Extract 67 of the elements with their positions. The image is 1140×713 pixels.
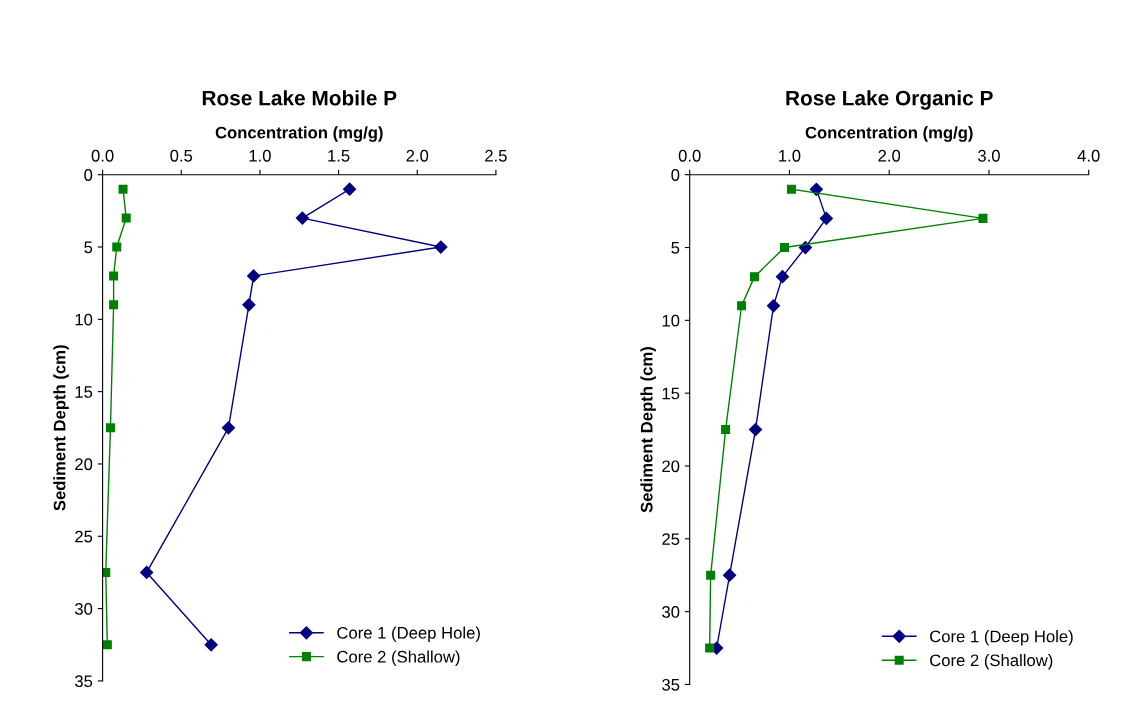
point: [750, 272, 760, 282]
point: [809, 182, 823, 196]
point: [242, 298, 256, 312]
point: [705, 643, 715, 653]
point: [779, 242, 789, 253]
chart-title: Rose Lake Organic P: [786, 90, 993, 110]
y-tick-label: 5: [84, 241, 93, 254]
x-tick-label: 0.0: [678, 149, 701, 162]
point: [121, 213, 131, 223]
x-tick-label: 1.0: [249, 149, 271, 162]
point: [102, 640, 112, 650]
y-tick-label: 35: [74, 675, 93, 688]
x-tick-label: 1.5: [328, 150, 350, 162]
point: [978, 213, 988, 223]
point: [723, 568, 737, 582]
x-tick-label: 3.0: [978, 149, 1000, 162]
y-tick-label: 0: [671, 169, 680, 181]
y-axis-title: Sediment Depth (cm): [640, 347, 656, 513]
point: [434, 240, 448, 254]
y-tick-label: 10: [662, 314, 680, 327]
x-tick-label: 2.5: [485, 149, 507, 162]
point: [737, 301, 747, 311]
point: [721, 425, 731, 435]
x-tick-label: 2.0: [878, 149, 901, 162]
legend-label: Core 1 (Deep Hole): [930, 630, 1073, 646]
y-axis-title: Sediment Depth (cm): [53, 345, 69, 511]
point: [105, 423, 115, 433]
point: [247, 269, 261, 283]
point: [775, 270, 790, 284]
legend-label: Core 2 (Shallow): [337, 650, 460, 666]
x-tick-label: 0.5: [170, 149, 193, 162]
point: [109, 271, 119, 281]
point: [766, 299, 781, 313]
point: [118, 184, 128, 194]
point: [221, 421, 236, 435]
y-tick-label: 0: [84, 169, 93, 181]
point: [112, 242, 122, 252]
y-tick-label: 25: [662, 533, 680, 546]
legend-label: Core 1 (Deep Hole): [337, 626, 480, 643]
legend-label: Core 2 (Shallow): [930, 653, 1053, 670]
y-tick-label: 5: [671, 242, 680, 254]
point: [748, 422, 763, 437]
x-axis-title: Concentration (mg/g): [215, 126, 383, 142]
y-tick-label: 15: [75, 386, 93, 398]
y-tick-label: 15: [662, 387, 680, 400]
point: [204, 638, 218, 652]
x-tick-label: 4.0: [1077, 149, 1100, 162]
chart-title: Rose Lake Mobile P: [202, 90, 397, 106]
point: [819, 211, 833, 225]
y-tick-label: 35: [662, 678, 680, 691]
y-tick-label: 10: [75, 313, 93, 326]
point: [102, 567, 111, 577]
point: [706, 570, 716, 580]
x-tick-label: 1.0: [779, 149, 801, 162]
point: [295, 211, 309, 225]
point: [109, 300, 119, 310]
x-axis-title: Concentration (mg/g): [805, 126, 973, 142]
point: [786, 184, 796, 194]
x-tick-label: 2.0: [406, 149, 429, 162]
point: [140, 565, 154, 580]
y-tick-label: 20: [662, 460, 680, 473]
y-tick-label: 25: [75, 530, 93, 543]
y-tick-label: 20: [75, 458, 93, 471]
y-tick-label: 30: [662, 606, 680, 618]
y-tick-label: 30: [74, 603, 93, 615]
point: [343, 182, 357, 196]
x-tick-label: 0.0: [91, 149, 114, 162]
